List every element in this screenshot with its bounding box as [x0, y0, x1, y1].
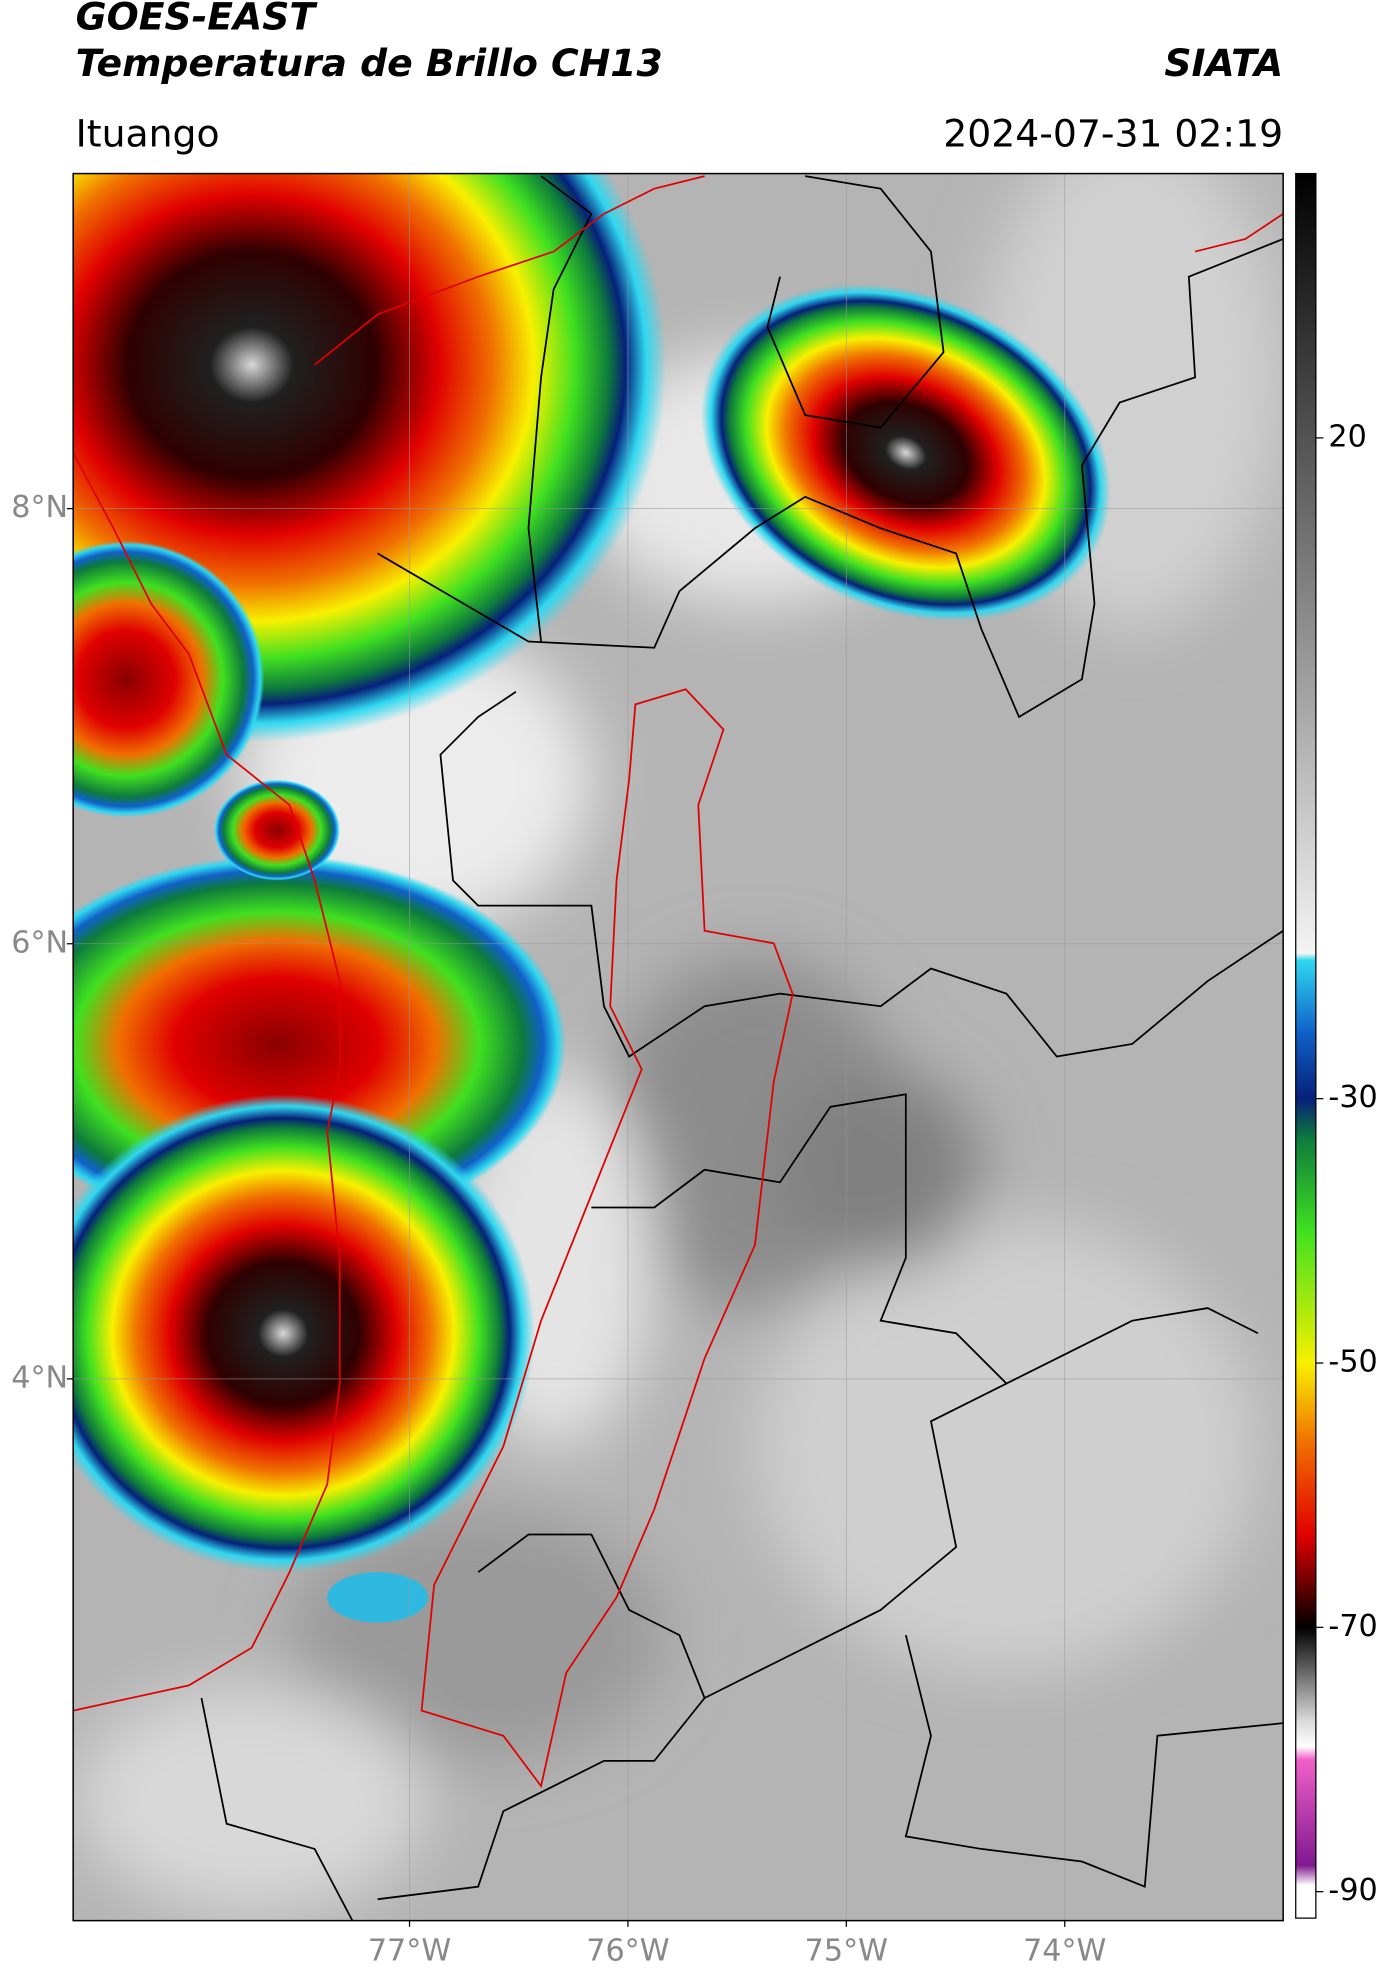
colorbar-segment: [1295, 1534, 1316, 1602]
colorbar-tick-label: -70: [1328, 1609, 1377, 1644]
colorbar-segment: [1295, 1719, 1316, 1747]
colorbar-tick-label: -30: [1328, 1080, 1377, 1115]
colorbar-tick-label: -50: [1328, 1345, 1377, 1380]
satellite-image: [73, 173, 1284, 1921]
colorbar-segment: [1295, 1865, 1316, 1886]
colorbar-segment: [1295, 1759, 1316, 1866]
colorbar-segment: [1295, 953, 1316, 961]
map-frame: [72, 172, 1284, 1922]
boundaries: [73, 175, 1284, 1921]
colorbar-segment: [1295, 1627, 1316, 1721]
source: SIATA: [1164, 41, 1283, 85]
colorbar-tick-label: -90: [1328, 1873, 1377, 1908]
colorbar-tick-label: 20: [1328, 419, 1366, 454]
title: GOES-EAST: [76, 0, 319, 38]
lat-tick-label: 6°N: [11, 925, 68, 960]
colorbar: [1295, 173, 1316, 1919]
colorbar-segment: [1295, 1442, 1316, 1536]
colorbar-segment: [1295, 1230, 1316, 1364]
colorbar-segment: [1295, 1885, 1316, 1919]
location: Ituango: [76, 111, 220, 155]
colorbar-segment: [1295, 959, 1316, 1034]
colorbar-segment: [1295, 173, 1316, 954]
lon-tick-label: 76°W: [586, 1934, 669, 1969]
colorbar-segment: [1295, 1746, 1316, 1760]
graticule: [73, 173, 1284, 1921]
colorbar-frame: [1295, 172, 1317, 1919]
colorbar-segment: [1295, 1138, 1316, 1232]
lat-tick-label: 8°N: [11, 490, 68, 525]
colorbar-segment: [1295, 1098, 1316, 1139]
lon-tick-label: 74°W: [1023, 1934, 1106, 1969]
colorbar-segment: [1295, 1363, 1316, 1443]
subtitle: Temperatura de Brillo CH13: [76, 41, 663, 85]
lon-tick-label: 77°W: [368, 1934, 451, 1969]
datetime: 2024-07-31 02:19: [943, 111, 1283, 155]
colorbar-segment: [1295, 1032, 1316, 1100]
lon-tick-label: 75°W: [805, 1934, 888, 1969]
lat-tick-label: 4°N: [11, 1360, 68, 1395]
colorbar-segment: [1295, 1600, 1316, 1628]
